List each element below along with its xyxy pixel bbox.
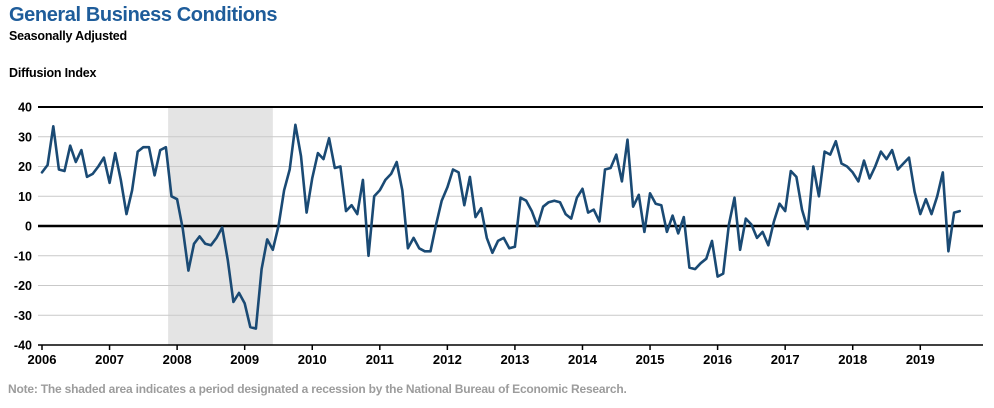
chart-subtitle: Seasonally Adjusted (9, 29, 127, 43)
x-tick-label: 2009 (230, 352, 259, 367)
x-tick-label: 2015 (636, 352, 665, 367)
x-tick-label: 2013 (500, 352, 529, 367)
x-tick-label: 2016 (703, 352, 732, 367)
x-tick-label: 2006 (28, 352, 57, 367)
y-tick-label: -30 (14, 309, 32, 323)
x-tick-label: 2008 (163, 352, 192, 367)
y-tick-label: -40 (14, 339, 32, 353)
x-tick-label: 2010 (298, 352, 327, 367)
source-note: Note: The shaded area indicates a period… (8, 382, 627, 396)
x-tick-label: 2019 (906, 352, 935, 367)
chart-title: General Business Conditions (9, 4, 278, 26)
y-tick-label: 0 (25, 220, 32, 234)
x-tick-label: 2014 (568, 352, 598, 367)
y-tick-label: 40 (18, 101, 32, 115)
x-tick-label: 2011 (366, 352, 394, 367)
y-tick-label: 20 (18, 160, 32, 174)
y-tick-label: -20 (14, 279, 32, 293)
x-tick-label: 2017 (771, 352, 800, 367)
y-axis-title: Diffusion Index (9, 66, 97, 80)
y-tick-label: 10 (18, 190, 32, 204)
x-tick-label: 2018 (838, 352, 867, 367)
x-tick-label: 2007 (95, 352, 124, 367)
data-line (40, 123, 962, 330)
x-tick-label: 2012 (433, 352, 462, 367)
y-tick-label: -10 (14, 249, 32, 263)
y-tick-label: 30 (18, 130, 32, 144)
